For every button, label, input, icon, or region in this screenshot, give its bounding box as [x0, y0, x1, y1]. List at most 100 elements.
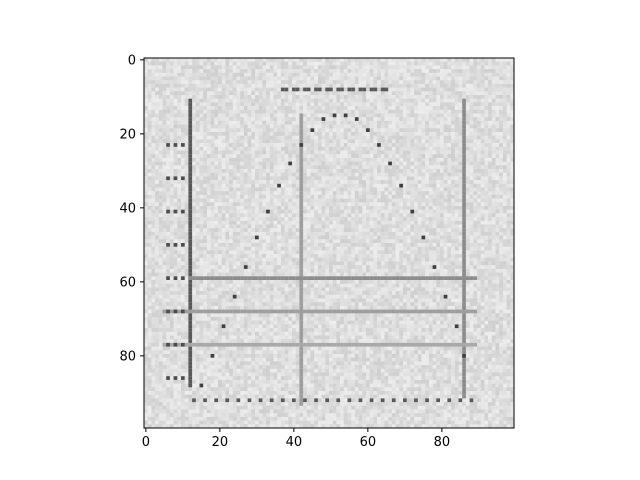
heatmap-cell	[428, 157, 433, 162]
heatmap-cell	[354, 157, 359, 162]
heatmap-cell	[332, 61, 337, 66]
heatmap-cell	[166, 220, 171, 225]
heatmap-cell	[288, 165, 293, 170]
heatmap-cell	[354, 191, 359, 196]
heatmap-cell	[192, 217, 197, 222]
heatmap-cell	[377, 83, 382, 88]
heatmap-cell	[410, 191, 415, 196]
heatmap-cell	[162, 172, 167, 177]
heatmap-cell	[306, 165, 311, 170]
heatmap-cell	[277, 172, 282, 177]
heatmap-cell	[288, 176, 293, 181]
heatmap-cell	[262, 58, 267, 62]
heatmap-cell	[354, 95, 359, 99]
heatmap-cell	[414, 161, 419, 166]
heatmap-cell	[303, 146, 308, 151]
heatmap-cell	[262, 124, 267, 129]
heatmap-cell	[266, 187, 271, 192]
heatmap-cell	[447, 217, 452, 222]
heatmap-cell	[384, 176, 389, 181]
heatmap-cell	[225, 113, 230, 118]
heatmap-cell	[440, 83, 444, 88]
heatmap-cell	[247, 139, 252, 144]
heatmap-cell	[447, 113, 452, 118]
heatmap-cell	[221, 117, 226, 122]
heatmap-cell	[414, 80, 419, 85]
heatmap-cell	[218, 169, 222, 173]
heatmap-cell	[184, 183, 189, 188]
heatmap-cell	[243, 117, 248, 122]
heatmap-cell	[232, 69, 237, 74]
heatmap-cell	[240, 165, 245, 170]
heatmap-cell	[373, 69, 378, 74]
heatmap-cell	[229, 80, 234, 85]
heatmap-cell	[451, 150, 456, 155]
heatmap-cell	[432, 213, 437, 218]
heatmap-cell	[488, 161, 493, 166]
heatmap-cell	[262, 202, 267, 207]
heatmap-cell	[469, 106, 474, 111]
heatmap-cell	[306, 98, 311, 103]
heatmap-cell	[366, 239, 370, 244]
heatmap-cell	[240, 146, 245, 151]
heatmap-cell	[384, 239, 389, 244]
heatmap-cell	[502, 157, 507, 162]
heatmap-cell	[262, 120, 267, 125]
heatmap-cell	[144, 87, 148, 92]
heatmap-cell	[162, 165, 167, 170]
heatmap-cell	[232, 228, 237, 233]
heatmap-cell	[495, 235, 500, 240]
heatmap-cell	[332, 146, 337, 151]
heatmap-cell	[447, 120, 452, 125]
heatmap-cell	[280, 120, 285, 125]
heatmap-cell	[406, 58, 411, 62]
heatmap-cell	[417, 95, 422, 99]
heatmap-cell	[225, 109, 230, 114]
heatmap-cell	[358, 209, 363, 214]
heatmap-cell	[218, 113, 222, 118]
heatmap-cell	[225, 150, 230, 155]
heatmap-cell	[306, 176, 311, 181]
heatmap-cell	[484, 98, 489, 103]
heatmap-cell	[417, 194, 422, 199]
heatmap-cell	[225, 217, 230, 222]
heatmap-cell	[288, 157, 293, 162]
heatmap-cell	[391, 224, 396, 229]
heatmap-cell	[251, 132, 256, 136]
heatmap-cell	[425, 220, 430, 225]
heatmap-cell	[443, 143, 448, 148]
heatmap-cell	[502, 61, 507, 66]
heatmap-cell	[229, 209, 234, 214]
heatmap-cell	[366, 135, 370, 140]
heatmap-cell	[388, 61, 393, 66]
heatmap-cell	[458, 161, 463, 166]
heatmap-cell	[169, 187, 174, 192]
heatmap-cell	[280, 146, 285, 151]
heatmap-cell	[232, 154, 237, 159]
heatmap-cell	[284, 213, 289, 218]
heatmap-cell	[214, 213, 219, 218]
heatmap-cell	[280, 102, 285, 107]
heatmap-cell	[192, 135, 197, 140]
heatmap-cell	[218, 65, 222, 70]
heatmap-cell	[465, 187, 470, 192]
heatmap-cell	[428, 113, 433, 118]
heatmap-cell	[495, 143, 500, 148]
heatmap-cell	[447, 194, 452, 199]
heatmap-cell	[347, 117, 352, 122]
heatmap-cell	[229, 202, 234, 207]
heatmap-cell	[325, 198, 330, 203]
heatmap-cell	[499, 194, 504, 199]
heatmap-cell	[380, 150, 385, 155]
heatmap-cell	[162, 176, 167, 181]
heatmap-cell	[414, 209, 419, 214]
heatmap-cell	[447, 228, 452, 233]
heatmap-cell	[210, 102, 215, 107]
heatmap-cell	[232, 124, 237, 129]
heatmap-cell	[184, 157, 189, 162]
heatmap-cell	[443, 183, 448, 188]
heatmap-cell	[295, 165, 300, 170]
heatmap-cell	[280, 132, 285, 136]
heatmap-cell	[399, 194, 404, 199]
heatmap-cell	[158, 228, 163, 233]
